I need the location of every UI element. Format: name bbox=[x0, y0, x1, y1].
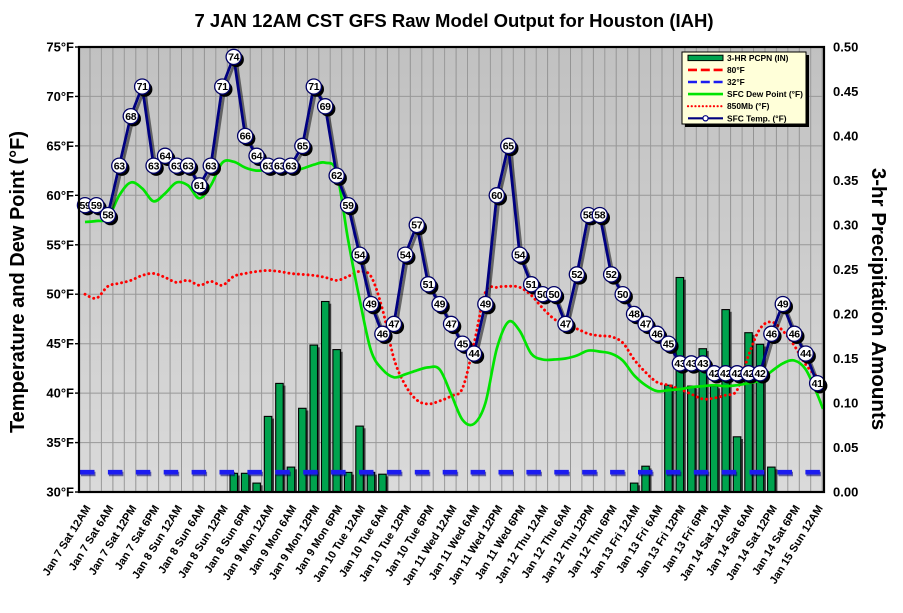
svg-text:71: 71 bbox=[137, 81, 149, 93]
svg-text:41: 41 bbox=[812, 378, 824, 390]
svg-text:63: 63 bbox=[262, 160, 274, 172]
svg-text:54: 54 bbox=[400, 249, 412, 261]
svg-text:63: 63 bbox=[171, 160, 183, 172]
svg-text:69: 69 bbox=[320, 101, 332, 113]
svg-text:43: 43 bbox=[697, 358, 709, 370]
svg-text:54: 54 bbox=[354, 249, 366, 261]
svg-text:47: 47 bbox=[640, 319, 652, 331]
svg-text:60: 60 bbox=[491, 190, 503, 202]
svg-text:64: 64 bbox=[251, 150, 263, 162]
svg-text:51: 51 bbox=[526, 279, 538, 291]
svg-text:0.50: 0.50 bbox=[833, 40, 858, 55]
svg-text:63: 63 bbox=[148, 160, 160, 172]
svg-text:0.10: 0.10 bbox=[833, 396, 858, 411]
svg-text:0.40: 0.40 bbox=[833, 129, 858, 144]
svg-text:51: 51 bbox=[423, 279, 435, 291]
svg-text:50°F: 50°F bbox=[46, 287, 74, 302]
svg-text:3-HR PCPN (IN): 3-HR PCPN (IN) bbox=[727, 53, 789, 63]
svg-text:44: 44 bbox=[468, 348, 480, 360]
svg-text:60°F: 60°F bbox=[46, 188, 74, 203]
svg-text:59: 59 bbox=[91, 200, 103, 212]
svg-text:49: 49 bbox=[434, 299, 446, 311]
svg-text:47: 47 bbox=[388, 319, 400, 331]
svg-text:66: 66 bbox=[240, 131, 252, 143]
svg-text:46: 46 bbox=[651, 328, 663, 340]
svg-text:49: 49 bbox=[777, 299, 789, 311]
svg-text:0.00: 0.00 bbox=[833, 485, 858, 500]
svg-text:49: 49 bbox=[480, 299, 492, 311]
svg-text:65°F: 65°F bbox=[46, 138, 74, 153]
svg-text:0.15: 0.15 bbox=[833, 351, 858, 366]
svg-text:61: 61 bbox=[194, 180, 206, 192]
svg-text:50: 50 bbox=[537, 289, 549, 301]
svg-text:7 JAN 12AM CST GFS Raw Model O: 7 JAN 12AM CST GFS Raw Model Output for … bbox=[194, 10, 713, 31]
svg-text:58: 58 bbox=[583, 210, 595, 222]
svg-text:50: 50 bbox=[548, 289, 560, 301]
svg-text:80°F: 80°F bbox=[727, 65, 745, 75]
svg-text:55°F: 55°F bbox=[46, 237, 74, 252]
svg-text:71: 71 bbox=[217, 81, 229, 93]
svg-text:59: 59 bbox=[343, 200, 355, 212]
svg-text:57: 57 bbox=[411, 220, 423, 232]
svg-text:58: 58 bbox=[594, 210, 606, 222]
svg-text:30°F: 30°F bbox=[46, 485, 74, 500]
svg-text:SFC Dew Point (°F): SFC Dew Point (°F) bbox=[727, 89, 803, 99]
svg-text:52: 52 bbox=[571, 269, 583, 281]
svg-text:35°F: 35°F bbox=[46, 435, 74, 450]
svg-text:63: 63 bbox=[205, 160, 217, 172]
svg-text:63: 63 bbox=[114, 160, 126, 172]
svg-text:74: 74 bbox=[228, 52, 240, 64]
svg-text:50: 50 bbox=[617, 289, 629, 301]
svg-text:59: 59 bbox=[79, 200, 91, 212]
svg-text:0.05: 0.05 bbox=[833, 440, 858, 455]
svg-text:64: 64 bbox=[160, 150, 172, 162]
svg-text:65: 65 bbox=[297, 141, 309, 153]
svg-text:52: 52 bbox=[606, 269, 618, 281]
svg-text:40°F: 40°F bbox=[46, 386, 74, 401]
svg-text:42: 42 bbox=[743, 368, 755, 380]
svg-text:47: 47 bbox=[446, 319, 458, 331]
svg-text:54: 54 bbox=[514, 249, 526, 261]
svg-text:42: 42 bbox=[732, 368, 744, 380]
svg-text:850Mb (°F): 850Mb (°F) bbox=[727, 101, 770, 111]
svg-text:0.35: 0.35 bbox=[833, 173, 858, 188]
svg-text:0.30: 0.30 bbox=[833, 218, 858, 233]
svg-text:45: 45 bbox=[663, 338, 675, 350]
svg-text:Temperature and Dew Point (°F): Temperature and Dew Point (°F) bbox=[7, 131, 29, 433]
svg-text:46: 46 bbox=[766, 328, 778, 340]
svg-text:45: 45 bbox=[457, 338, 469, 350]
svg-text:68: 68 bbox=[125, 111, 137, 123]
svg-text:46: 46 bbox=[377, 328, 389, 340]
svg-text:46: 46 bbox=[789, 328, 801, 340]
svg-text:63: 63 bbox=[285, 160, 297, 172]
svg-text:47: 47 bbox=[560, 319, 572, 331]
svg-text:3-hr Precipitation Amounts: 3-hr Precipitation Amounts bbox=[867, 168, 890, 430]
svg-text:SFC Temp. (°F): SFC Temp. (°F) bbox=[727, 113, 787, 123]
svg-text:62: 62 bbox=[331, 170, 343, 182]
svg-text:44: 44 bbox=[800, 348, 812, 360]
svg-text:65: 65 bbox=[503, 141, 515, 153]
svg-text:43: 43 bbox=[674, 358, 686, 370]
svg-text:58: 58 bbox=[102, 210, 114, 222]
svg-text:45°F: 45°F bbox=[46, 336, 74, 351]
svg-text:49: 49 bbox=[365, 299, 377, 311]
svg-text:70°F: 70°F bbox=[46, 89, 74, 104]
svg-text:63: 63 bbox=[274, 160, 286, 172]
svg-text:0.45: 0.45 bbox=[833, 84, 858, 99]
svg-text:0.20: 0.20 bbox=[833, 307, 858, 322]
svg-text:48: 48 bbox=[629, 309, 641, 321]
svg-text:43: 43 bbox=[686, 358, 698, 370]
svg-text:42: 42 bbox=[720, 368, 732, 380]
svg-text:75°F: 75°F bbox=[46, 40, 74, 55]
svg-text:42: 42 bbox=[754, 368, 766, 380]
svg-text:71: 71 bbox=[308, 81, 320, 93]
svg-text:0.25: 0.25 bbox=[833, 262, 858, 277]
svg-text:42: 42 bbox=[709, 368, 721, 380]
svg-text:63: 63 bbox=[182, 160, 194, 172]
svg-text:32°F: 32°F bbox=[727, 77, 745, 87]
